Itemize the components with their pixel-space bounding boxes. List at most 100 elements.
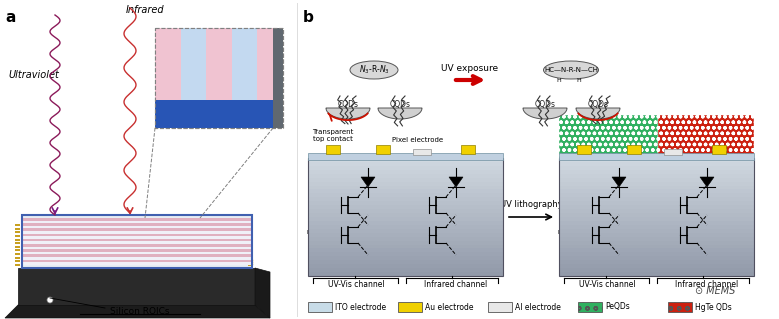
Text: CQDs: CQDs: [534, 100, 555, 109]
Bar: [248, 228, 253, 230]
Bar: [398, 302, 422, 312]
Text: Pixel electrode: Pixel electrode: [393, 137, 443, 143]
Bar: [308, 158, 503, 162]
Bar: [308, 186, 503, 189]
Polygon shape: [22, 215, 252, 268]
Bar: [22, 228, 252, 231]
Bar: [155, 28, 283, 128]
Bar: [22, 231, 252, 234]
Text: Infrared channel: Infrared channel: [675, 280, 738, 289]
Bar: [559, 213, 754, 217]
Polygon shape: [5, 305, 270, 318]
Bar: [15, 260, 20, 262]
Bar: [15, 231, 20, 233]
Bar: [559, 256, 754, 260]
Bar: [15, 228, 20, 230]
Bar: [22, 252, 252, 254]
Bar: [248, 242, 253, 244]
Polygon shape: [326, 108, 370, 119]
Polygon shape: [523, 108, 567, 119]
Bar: [308, 264, 503, 268]
Bar: [181, 28, 206, 100]
Bar: [559, 229, 754, 233]
Bar: [308, 249, 503, 252]
Bar: [308, 182, 503, 186]
Bar: [559, 272, 754, 276]
Bar: [559, 166, 754, 170]
Bar: [308, 170, 503, 174]
Bar: [308, 237, 503, 241]
Bar: [248, 249, 253, 251]
Bar: [257, 28, 283, 100]
Text: Infrared: Infrared: [125, 5, 164, 15]
Bar: [559, 205, 754, 209]
Bar: [308, 268, 503, 272]
Text: Reset: Reset: [407, 201, 421, 205]
Bar: [248, 253, 253, 255]
Text: Silicon ROICs: Silicon ROICs: [111, 308, 170, 316]
Bar: [308, 256, 503, 260]
Bar: [308, 272, 503, 276]
Bar: [232, 28, 257, 100]
Bar: [559, 268, 754, 272]
Bar: [668, 302, 692, 312]
Bar: [308, 233, 503, 237]
Text: Row select: Row select: [558, 231, 584, 235]
Bar: [308, 225, 503, 229]
Text: UV-Vis channel: UV-Vis channel: [328, 280, 384, 289]
Bar: [308, 229, 503, 233]
Text: HgTe QDs: HgTe QDs: [695, 302, 731, 311]
Bar: [413, 149, 431, 155]
Bar: [22, 241, 252, 244]
Bar: [22, 218, 252, 220]
Bar: [15, 235, 20, 237]
Text: Transparent
top contact: Transparent top contact: [312, 129, 354, 142]
Bar: [248, 246, 253, 248]
Bar: [578, 302, 602, 312]
Bar: [248, 239, 253, 241]
Polygon shape: [612, 177, 626, 187]
Bar: [308, 189, 503, 193]
Bar: [559, 237, 754, 241]
Bar: [206, 28, 232, 100]
Bar: [22, 247, 252, 249]
Bar: [15, 246, 20, 248]
Bar: [22, 257, 252, 259]
Text: Row select: Row select: [395, 231, 421, 235]
Bar: [22, 254, 252, 257]
Bar: [712, 145, 726, 154]
Text: UV-Vis channel: UV-Vis channel: [579, 280, 636, 289]
Bar: [308, 158, 503, 276]
Bar: [308, 178, 503, 182]
Bar: [15, 224, 20, 226]
Bar: [559, 209, 754, 213]
Bar: [308, 260, 503, 264]
Bar: [559, 153, 754, 160]
Bar: [559, 225, 754, 229]
Bar: [308, 193, 503, 197]
Bar: [559, 217, 754, 221]
Bar: [664, 149, 682, 155]
Bar: [22, 223, 252, 226]
Bar: [559, 197, 754, 201]
Bar: [248, 257, 253, 259]
Bar: [559, 115, 658, 158]
Bar: [559, 264, 754, 268]
Bar: [15, 264, 20, 266]
Bar: [308, 201, 503, 205]
Bar: [559, 189, 754, 193]
Bar: [248, 231, 253, 233]
Text: CQDs: CQDs: [587, 100, 608, 109]
Bar: [376, 145, 390, 154]
Bar: [248, 224, 253, 226]
Bar: [559, 233, 754, 237]
Text: Ultraviolet: Ultraviolet: [8, 70, 59, 80]
Bar: [308, 217, 503, 221]
Text: Au electrode: Au electrode: [425, 302, 474, 311]
Bar: [559, 162, 754, 166]
Text: CQDs: CQDs: [390, 100, 411, 109]
Text: Reset: Reset: [658, 201, 672, 205]
Bar: [155, 100, 283, 128]
Bar: [15, 242, 20, 244]
Bar: [559, 158, 754, 162]
